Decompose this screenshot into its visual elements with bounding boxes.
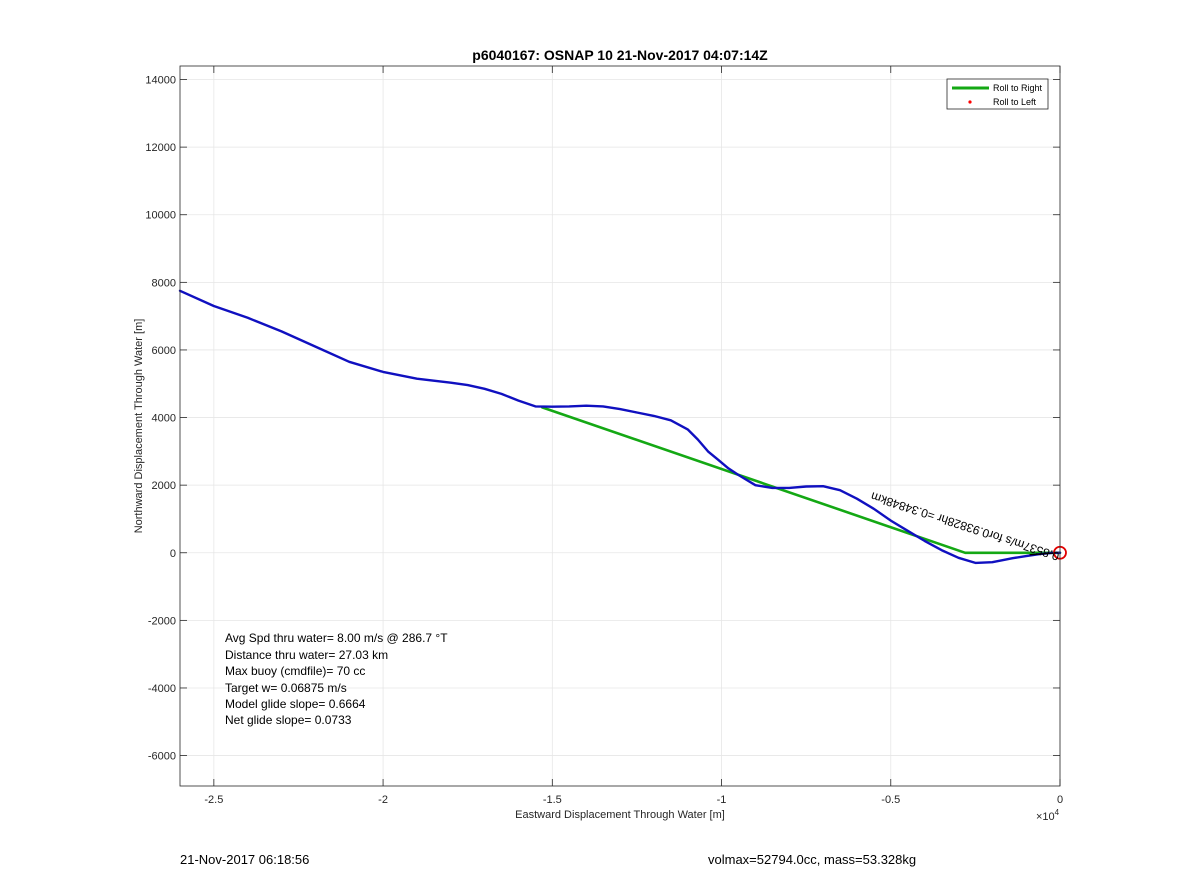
y-tick-label: 6000 (152, 345, 176, 357)
x-axis-exponent-power: 4 (1055, 808, 1060, 817)
stats-block: Avg Spd thru water= 8.00 m/s @ 286.7 °T … (225, 631, 448, 727)
x-tick-label: -2.5 (204, 794, 223, 806)
axes-box (179, 65, 1061, 787)
x-axis-label: Eastward Displacement Through Water [m] (515, 809, 725, 821)
y-tick-label: 14000 (145, 75, 176, 87)
series-glider-track (178, 289, 1062, 565)
legend-swatch-roll-left (968, 100, 972, 104)
x-axis-exponent: ×104 (1036, 808, 1060, 823)
y-tick-label: -6000 (148, 751, 176, 763)
y-tick-label: 10000 (145, 210, 176, 222)
x-tick-label: -2 (378, 794, 388, 806)
stat-model-glide-slope: Model glide slope= 0.6664 (225, 697, 366, 711)
grid (180, 66, 1061, 786)
legend: Roll to Right Roll to Left (946, 78, 1049, 110)
y-tick-label: 0 (170, 548, 176, 560)
y-tick-label: 12000 (145, 142, 176, 154)
y-axis-label: Northward Displacement Through Water [m] (133, 319, 145, 534)
x-tick-label: -0.5 (881, 794, 900, 806)
stat-avg-speed: Avg Spd thru water= 8.00 m/s @ 286.7 °T (225, 631, 448, 645)
y-tick-label: -4000 (148, 683, 176, 695)
legend-label-roll-left: Roll to Left (993, 97, 1037, 107)
x-tick-label: -1.5 (543, 794, 562, 806)
footer-timestamp: 21-Nov-2017 06:18:56 (180, 852, 310, 867)
stat-target-w: Target w= 0.06875 m/s (225, 681, 347, 695)
y-tick-label: -2000 (148, 615, 176, 627)
endpoint-segment-mark (1029, 552, 1057, 556)
y-tick-label: 4000 (152, 413, 176, 425)
stat-distance: Distance thru water= 27.03 km (225, 648, 388, 662)
stat-net-glide-slope: Net glide slope= 0.0733 (225, 713, 352, 727)
chart-title: p6040167: OSNAP 10 21-Nov-2017 04:07:14Z (472, 47, 768, 63)
x-tick-label: 0 (1057, 794, 1063, 806)
axis-ticks: -2.5 -2 -1.5 -1 -0.5 0 -6000 -4000 -2000 0 2000 400… (145, 66, 1063, 806)
legend-box (946, 78, 1049, 110)
y-tick-label: 2000 (152, 480, 176, 492)
x-axis-exponent-base: ×10 (1036, 811, 1055, 823)
series-roll-to-right (540, 406, 1062, 555)
x-tick-label: -1 (717, 794, 727, 806)
stat-max-buoy: Max buoy (cmdfile)= 70 cc (225, 664, 365, 678)
footer-summary: volmax=52794.0cc, mass=53.328kg (708, 852, 917, 867)
y-tick-label: 8000 (152, 277, 176, 289)
legend-label-roll-right: Roll to Right (993, 83, 1043, 93)
